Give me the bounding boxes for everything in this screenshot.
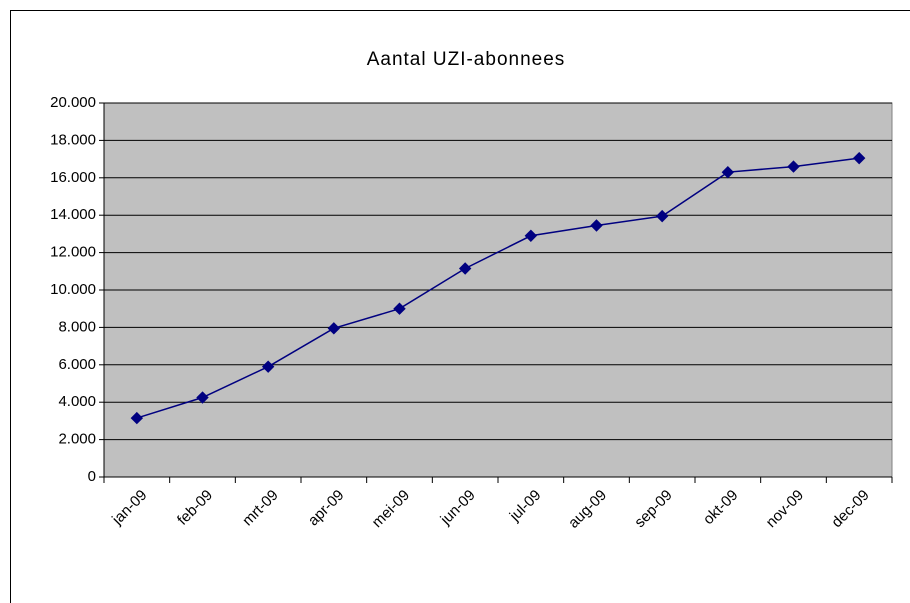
data-point	[852, 151, 866, 165]
y-tick-label: 0	[88, 468, 96, 485]
data-point	[655, 209, 669, 223]
data-point	[130, 411, 144, 425]
y-tick-label: 6.000	[58, 356, 96, 373]
y-tick-label: 14.000	[50, 206, 96, 223]
data-point	[458, 262, 472, 275]
y-tick-label: 16.000	[50, 169, 96, 186]
chart-title: Aantal UZI-abonnees	[367, 49, 566, 70]
data-point	[393, 302, 406, 315]
data-point	[524, 229, 538, 242]
data-point	[327, 322, 341, 335]
data-line	[136, 157, 860, 419]
data-point	[721, 165, 735, 179]
y-tick-label: 12.000	[50, 244, 96, 261]
data-point	[787, 160, 800, 173]
y-tick-label: 20.000	[50, 94, 96, 111]
data-point	[196, 391, 209, 404]
y-tick-label: 18.000	[50, 131, 96, 148]
y-tick-label: 8.000	[58, 318, 96, 335]
y-tick-label: 10.000	[50, 281, 96, 298]
y-tick-label: 4.000	[58, 393, 96, 410]
y-tick-label: 2.000	[58, 431, 96, 448]
data-point	[261, 360, 275, 373]
data-point	[590, 219, 603, 232]
